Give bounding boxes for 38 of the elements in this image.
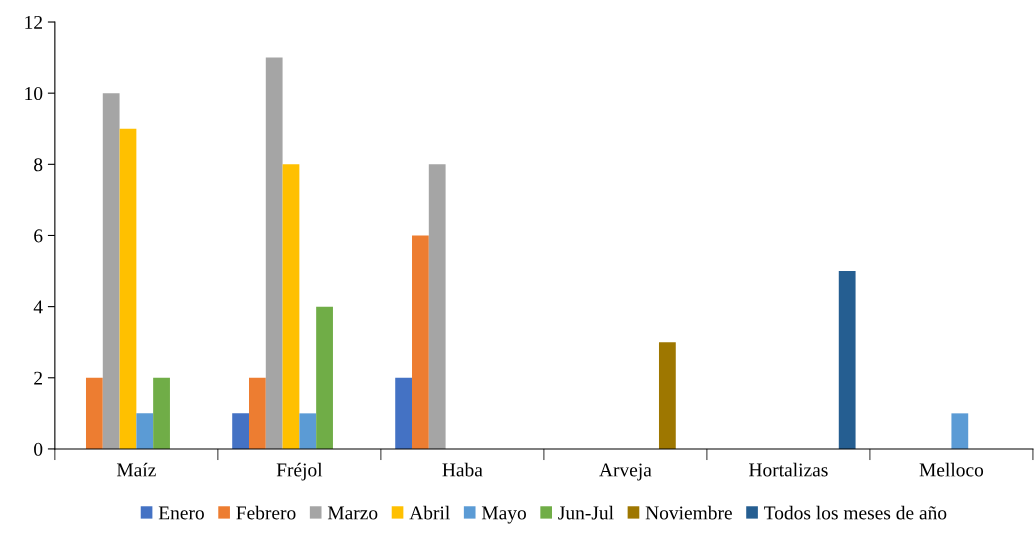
legend-label: Todos los meses de año <box>764 505 947 520</box>
y-tick-label: 4 <box>33 300 43 314</box>
x-tick-label: Hortalizas <box>749 462 828 477</box>
x-tick-label: Arveja <box>599 463 652 481</box>
bar <box>119 128 137 449</box>
y-tick-label: 0 <box>34 442 43 456</box>
y-tick-label: 10 <box>25 86 43 101</box>
bar <box>282 164 300 449</box>
x-tick-label: Haba <box>442 462 483 477</box>
bar <box>249 377 266 449</box>
bar <box>136 413 154 449</box>
y-tick-label: 8 <box>34 158 43 172</box>
bar <box>838 271 856 449</box>
bar <box>316 306 333 449</box>
bar <box>412 235 429 449</box>
bar <box>102 93 120 449</box>
legend-label: Febrero <box>236 505 296 520</box>
legend-label: Marzo <box>327 506 378 520</box>
bar <box>153 377 170 449</box>
x-tick-label: Fréjol <box>276 462 323 481</box>
x-tick-label: Maíz <box>116 462 156 477</box>
legend-label: Jun-Jul <box>558 505 614 520</box>
legend-label: Noviembre <box>645 505 732 520</box>
bar <box>265 57 283 449</box>
y-tick-label: 6 <box>34 229 43 243</box>
bar <box>428 164 446 449</box>
bar <box>232 413 249 449</box>
bar <box>951 413 969 449</box>
bar <box>658 342 676 449</box>
bar <box>85 377 103 449</box>
legend-label: Mayo <box>481 506 526 524</box>
legend-label: Abril <box>409 505 450 520</box>
y-tick-label: 12 <box>25 15 42 29</box>
bar <box>299 413 317 449</box>
bar <box>395 377 413 449</box>
x-tick-label: Melloco <box>919 462 984 477</box>
y-tick-label: 2 <box>34 371 42 385</box>
legend-label: Enero <box>158 506 204 520</box>
